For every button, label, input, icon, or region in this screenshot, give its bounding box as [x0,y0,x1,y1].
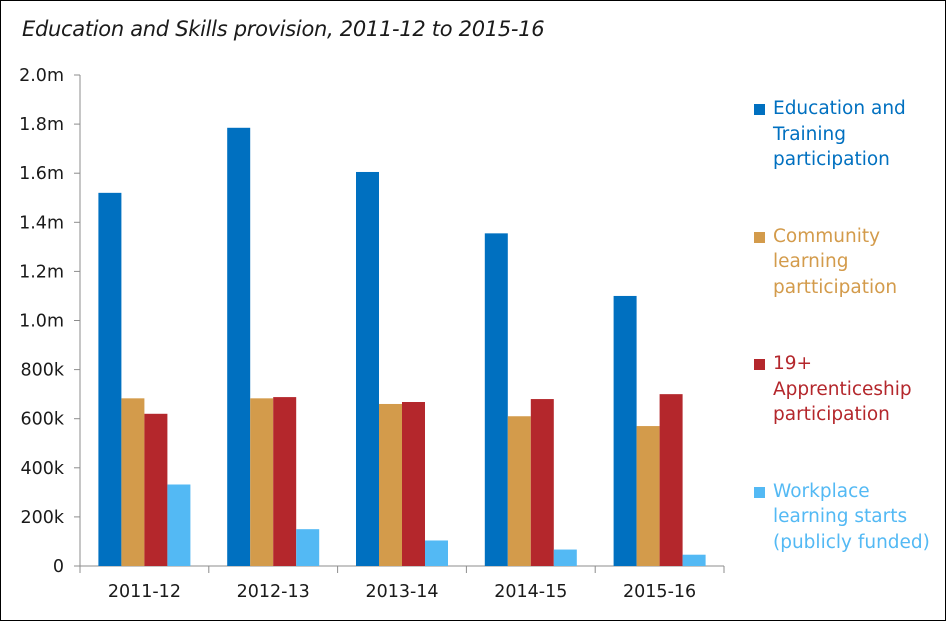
y-tick-label: 200k [20,508,64,528]
bar-2011-12-series-1 [98,192,122,566]
bar-2012-13-series-4 [296,529,320,566]
legend-label: 19+ Apprenticeship participation [773,353,912,425]
chart-legend: Education and Training participation Comm… [752,96,942,555]
bar-2011-12-series-4 [167,484,191,566]
x-tick-label: 2012-13 [237,582,310,602]
bar-2014-15-series-2 [507,416,531,566]
y-tick-label: 1.8m [19,115,64,135]
y-tick-label: 1.6m [19,164,64,184]
legend-label: Community learning partticipation [773,225,898,298]
legend-label: Education and Training participation [773,98,906,170]
bar-2014-15-series-1 [484,233,508,566]
legend-swatch [754,486,765,498]
bar-2015-16-series-1 [613,295,637,566]
bar-2013-14-series-4 [425,540,448,566]
chart-title: Education and Skills provision, 2011-12 … [22,17,545,41]
legend-item: Workplace learning starts (publicly fund… [752,479,942,556]
y-tick-label: 800k [20,361,64,381]
y-tick-label: 1.2m [19,262,64,282]
bar-2013-14-series-3 [402,402,425,566]
bar-2015-16-series-2 [636,426,660,566]
bar-2015-16-series-4 [682,554,706,566]
bar-2013-14-series-1 [356,171,379,566]
bar-2013-14-series-2 [379,403,402,566]
x-tick-label: 2013-14 [365,582,438,602]
y-tick-label: 400k [20,459,64,479]
legend-swatch [754,359,765,370]
bar-2012-13-series-3 [273,397,297,566]
legend-label: Workplace learning starts (publicly fund… [773,480,930,553]
bar-2012-13-series-2 [250,398,274,566]
legend-swatch [754,231,765,243]
bar-2015-16-series-3 [659,394,683,566]
bar-2011-12-series-3 [144,413,168,566]
y-tick-label: 0 [53,557,64,577]
x-tick-label: 2014-15 [494,582,567,602]
x-tick-label: 2011-12 [108,582,181,602]
y-tick-label: 1.0m [19,312,64,332]
legend-item: Community learning partticipation [752,224,942,301]
y-tick-label: 2.0m [19,66,64,86]
y-tick-label: 600k [20,410,64,430]
bar-2012-13-series-1 [227,127,251,566]
bar-2014-15-series-4 [553,549,577,566]
bar-2011-12-series-2 [121,398,145,566]
y-tick-label: 1.4m [19,213,64,233]
legend-swatch [754,104,765,115]
bar-2014-15-series-3 [530,399,554,566]
legend-item: Education and Training participation [752,96,942,173]
legend-item: 19+ Apprenticeship participation [752,351,942,428]
x-tick-label: 2015-16 [623,582,696,602]
